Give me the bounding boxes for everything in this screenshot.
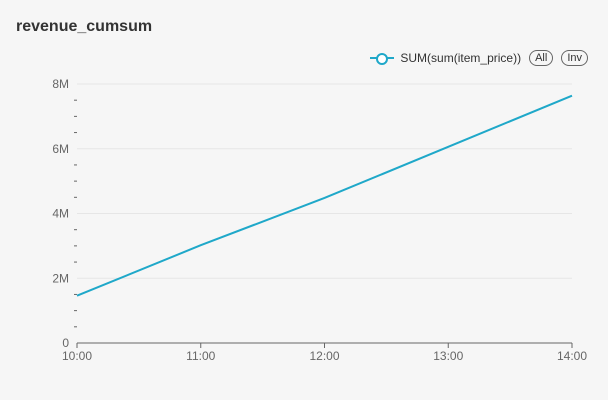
data-point[interactable]	[198, 242, 204, 248]
y-tick-label: 2M	[52, 271, 69, 285]
data-point[interactable]	[74, 293, 80, 299]
x-tick-label: 12:00	[309, 349, 339, 363]
legend-series-label: SUM(sum(item_price))	[400, 51, 522, 65]
x-tick-label: 13:00	[433, 349, 463, 363]
legend: SUM(sum(item_price)) All Inv	[370, 50, 588, 66]
chart-title: revenue_cumsum	[16, 18, 153, 35]
x-tick-label: 14:00	[557, 349, 587, 363]
x-tick-label: 11:00	[186, 349, 215, 363]
legend-inv-button[interactable]: Inv	[561, 50, 588, 66]
data-point[interactable]	[445, 144, 451, 150]
x-tick-label: 10:00	[62, 349, 92, 363]
series-marker-icon	[370, 52, 395, 65]
data-point[interactable]	[322, 195, 328, 201]
legend-all-button[interactable]: All	[529, 50, 554, 66]
legend-item-series[interactable]: SUM(sum(item_price))	[370, 51, 521, 65]
y-tick-label: 4M	[52, 207, 69, 221]
y-tick-label: 0	[62, 336, 69, 350]
series-line[interactable]	[76, 94, 573, 297]
data-point[interactable]	[569, 93, 575, 99]
y-tick-label: 8M	[52, 77, 69, 91]
y-tick-label: 6M	[52, 142, 69, 156]
